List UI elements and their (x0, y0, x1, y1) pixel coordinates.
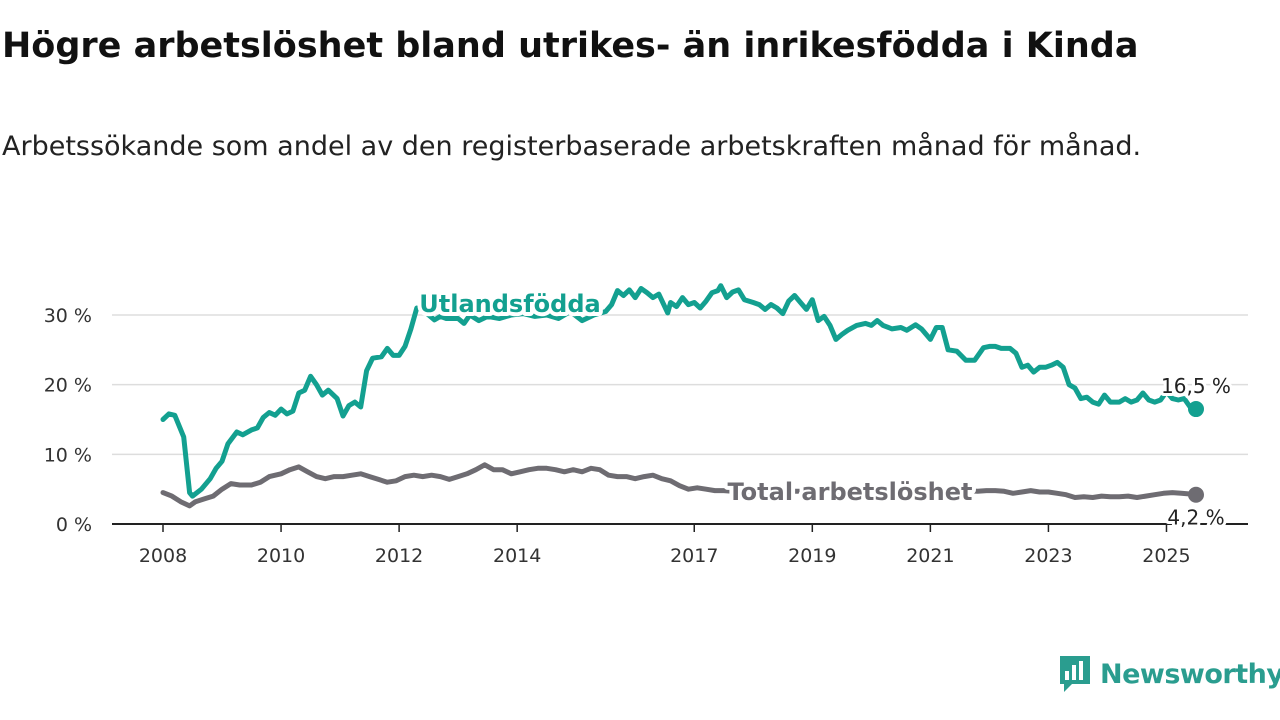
series-lines (160, 283, 1204, 509)
series-label-total-halo: Total arbetslöshet (727, 478, 972, 506)
y-tick-label: 30 % (44, 305, 92, 327)
series-line-utlandsfodda (160, 283, 1199, 499)
series-line-total (160, 462, 1199, 509)
bar-chart-speech-bubble-icon (1060, 656, 1090, 692)
chart-subtitle: Arbetssökande som andel av den registerb… (2, 131, 1142, 162)
brand-name: Newsworthy (1100, 658, 1280, 690)
x-tick-label: 2023 (1024, 545, 1072, 567)
x-tick-label: 2019 (788, 545, 836, 567)
series-label-utlandsfodda: Utlandsfödda (419, 290, 600, 318)
y-tick-label: 10 % (44, 444, 92, 466)
series-end-point (1188, 486, 1204, 503)
series-label-utlandsfodda-halo: Utlandsfödda (419, 290, 600, 318)
x-tick-label: 2021 (906, 545, 954, 567)
x-tick-label: 2025 (1142, 545, 1190, 567)
x-tick-label: 2014 (493, 545, 541, 567)
gridlines (112, 314, 1248, 456)
series-end-point (1188, 401, 1204, 418)
end-label-utlandsfodda: 16,5 % (1161, 374, 1231, 398)
x-tick-label: 2017 (670, 545, 718, 567)
x-tick-label: 2012 (375, 545, 423, 567)
newsworthy-logo: Newsworthy (1058, 653, 1280, 695)
chart-title: Högre arbetslöshet bland utrikes- än inr… (2, 26, 1139, 66)
end-label-total-halo: 4,2 % (1167, 506, 1224, 530)
y-tick-label: 0 % (56, 514, 92, 536)
series-label-total: Total arbetslöshet (727, 478, 972, 506)
x-tick-label: 2008 (139, 545, 187, 567)
end-label-total: 4,2 % (1167, 506, 1224, 530)
end-label-utlandsfodda-halo: 16,5 % (1161, 374, 1231, 398)
x-tick-label: 2010 (257, 545, 305, 567)
axes: 0 % 10 % 20 % 30 % 2008 2010 2012 2014 2017 2019 2… (44, 305, 1248, 567)
y-tick-label: 20 % (44, 375, 92, 397)
